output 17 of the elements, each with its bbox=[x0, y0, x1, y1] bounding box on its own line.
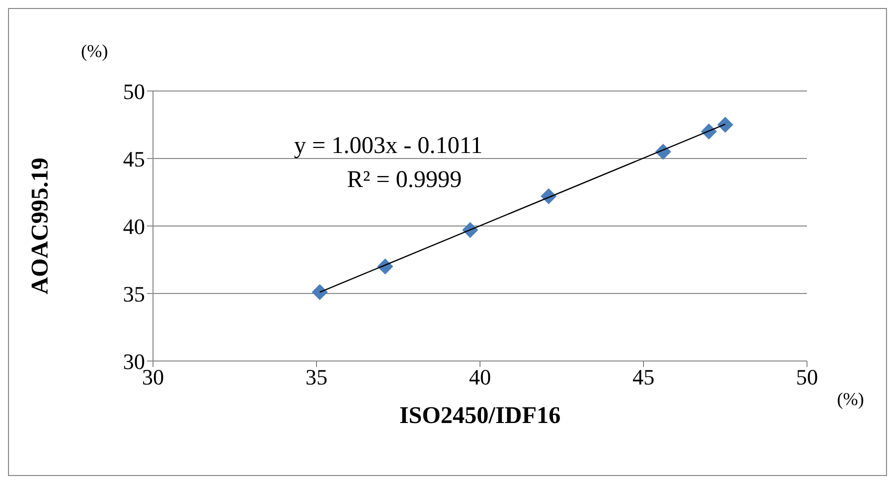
y-tick-label: 30 bbox=[123, 348, 145, 374]
annotation: y = 1.003x - 0.1011 bbox=[294, 133, 483, 160]
annotation: R² = 0.9999 bbox=[347, 167, 462, 194]
y-axis-title: AOAC995.19 bbox=[28, 158, 54, 294]
y-tick-label: 40 bbox=[123, 214, 145, 239]
y-tick-label: 35 bbox=[123, 281, 145, 306]
point bbox=[717, 116, 734, 133]
x-tick-label: 40 bbox=[469, 364, 491, 390]
x-axis-title: ISO2450/IDF16 bbox=[399, 403, 561, 430]
x-tick-label: 35 bbox=[306, 364, 328, 390]
x-tick-label: 45 bbox=[632, 364, 654, 390]
x-tick-label: 50 bbox=[796, 364, 818, 390]
point bbox=[312, 284, 328, 300]
text: (%) bbox=[81, 41, 108, 62]
text: (%) bbox=[837, 389, 864, 410]
y-tick-label: 45 bbox=[123, 146, 145, 172]
y-tick-label: 50 bbox=[123, 78, 145, 104]
